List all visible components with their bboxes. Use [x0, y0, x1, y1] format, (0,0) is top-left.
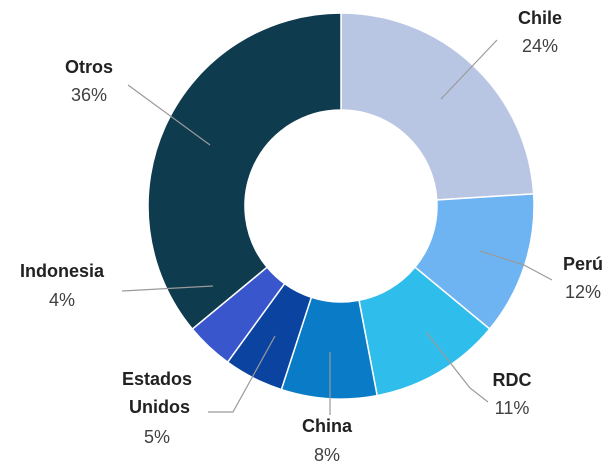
- value-label: 24%: [522, 36, 558, 56]
- leader-line: [208, 335, 276, 413]
- category-label: Perú: [563, 254, 603, 274]
- value-label: 5%: [144, 427, 170, 447]
- value-label: 36%: [71, 85, 107, 105]
- category-label: RDC: [493, 370, 532, 390]
- leader-line: [121, 285, 214, 292]
- donut-slice: [147, 12, 342, 331]
- donut-slice: [340, 12, 535, 201]
- value-label: 12%: [565, 282, 601, 302]
- category-label: Estados Unidos: [122, 369, 192, 417]
- category-label: Chile: [518, 8, 562, 28]
- category-label: Otros: [65, 57, 113, 77]
- leader-line: [440, 39, 498, 100]
- category-label: Indonesia: [20, 261, 105, 281]
- value-label: 11%: [495, 398, 530, 418]
- value-label: 4%: [49, 290, 75, 310]
- value-label: 8%: [314, 445, 340, 465]
- leader-line: [425, 331, 489, 403]
- category-label: China: [302, 416, 353, 436]
- leader-line: [479, 250, 553, 281]
- leader-line: [127, 84, 211, 146]
